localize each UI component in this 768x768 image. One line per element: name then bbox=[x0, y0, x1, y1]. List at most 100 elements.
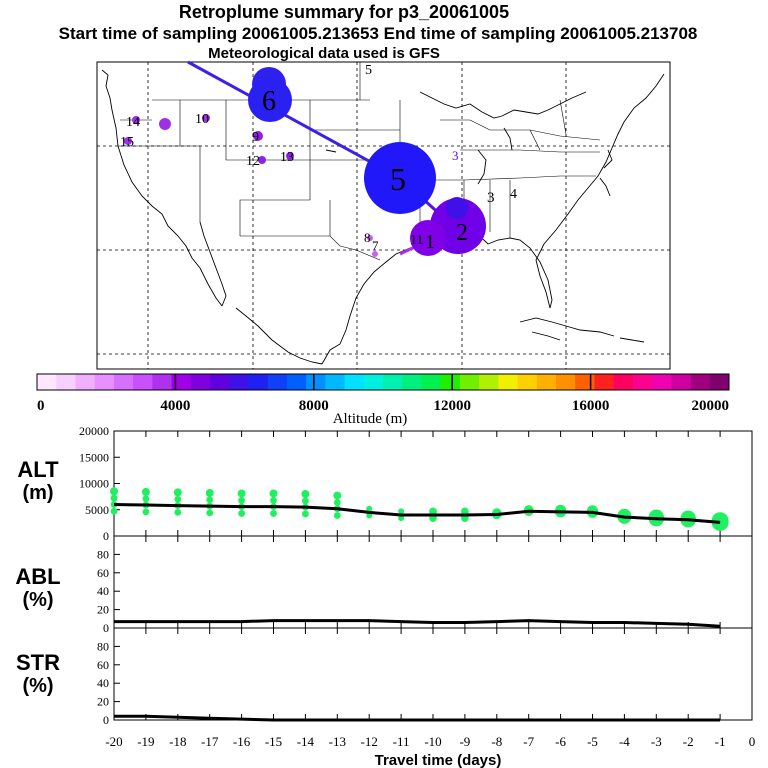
colorbar-cell bbox=[94, 374, 115, 390]
colorbar-tick-label: 4000 bbox=[160, 398, 190, 414]
alt-dot bbox=[269, 489, 278, 498]
colorbar-cell bbox=[690, 374, 711, 390]
map-label-3: 3 bbox=[487, 190, 495, 206]
colorbar-cell bbox=[402, 374, 422, 390]
plume-bubble-15 bbox=[124, 137, 132, 145]
colorbar-tick-label: 12000 bbox=[433, 398, 471, 414]
colorbar-cell bbox=[286, 374, 307, 390]
x-tick-label: -16 bbox=[233, 734, 251, 749]
map-label-2: 2 bbox=[456, 220, 468, 246]
map-label-top: 5 bbox=[365, 63, 372, 78]
x-tick-label: -15 bbox=[265, 734, 282, 749]
y-tick-label: 60 bbox=[97, 566, 109, 580]
colorbar-cell bbox=[75, 374, 96, 390]
alt-panel-unit: (m) bbox=[22, 482, 53, 504]
alt-dot bbox=[302, 510, 309, 518]
map-frame bbox=[96, 61, 671, 370]
colorbar-cell bbox=[229, 374, 249, 390]
alt-dot bbox=[142, 508, 150, 516]
colorbar-cell bbox=[575, 374, 595, 390]
plume-bubble-13 bbox=[286, 152, 294, 160]
abl-series-line bbox=[114, 619, 721, 628]
colorbar-cell bbox=[363, 374, 384, 390]
alt-dot bbox=[174, 508, 182, 516]
colorbar-cell bbox=[133, 374, 153, 390]
alt-dot bbox=[205, 488, 214, 497]
alt-dot bbox=[302, 497, 309, 505]
series-lines bbox=[113, 503, 721, 722]
colorbar-tick-label: 20000 bbox=[692, 398, 730, 414]
alt-series-line bbox=[113, 503, 721, 524]
y-tick-label: 0 bbox=[103, 713, 109, 727]
colorbar-cell bbox=[344, 374, 365, 390]
x-tick-label: -1 bbox=[715, 734, 726, 749]
colorbar-cell bbox=[267, 374, 288, 390]
trajectory-segment-north bbox=[187, 60, 401, 180]
alt-dots bbox=[110, 487, 729, 531]
alt-dot bbox=[238, 510, 246, 517]
colorbar-cell bbox=[152, 374, 173, 390]
colorbar-cell bbox=[517, 374, 538, 390]
alt-panel-label: ALT bbox=[17, 457, 59, 482]
alt-dot bbox=[333, 491, 342, 500]
x-tick-label: -18 bbox=[169, 734, 186, 749]
colorbar-cell bbox=[248, 374, 269, 390]
y-tick-label: 20 bbox=[97, 603, 109, 617]
alt-dot bbox=[142, 495, 150, 503]
map-label-5: 5 bbox=[390, 161, 406, 197]
time-series-panels: ALT (m) ABL (%) STR (%) 0 5000 10000 15000 2… bbox=[15, 424, 755, 768]
colorbar-cell bbox=[479, 374, 499, 390]
plume-bubble-8 bbox=[367, 235, 373, 241]
sampling-times: Start time of sampling 20061005.213653 E… bbox=[58, 24, 698, 43]
plume-bubble-9 bbox=[253, 131, 263, 141]
y-tick-label: 10000 bbox=[79, 477, 109, 491]
colorbar-cell bbox=[709, 374, 730, 390]
x-tick-label: -5 bbox=[587, 734, 598, 749]
alt-dot bbox=[333, 512, 341, 519]
colorbar-cell bbox=[190, 374, 211, 390]
colorbar-cell bbox=[210, 374, 230, 390]
chart-title: Retroplume summary for p3_20061005 bbox=[178, 2, 510, 22]
map-label-1: 1 bbox=[425, 231, 435, 253]
map-label-4: 4 bbox=[510, 187, 517, 202]
map-panel: 1 2 3 4 5 6 7 8 9 10 11 12 13 14 15 5 3 bbox=[96, 60, 671, 370]
alt-dot bbox=[238, 496, 246, 504]
map-label-15: 15 bbox=[120, 135, 134, 150]
alt-y-ticks: 0 5000 10000 15000 20000 bbox=[79, 424, 120, 543]
plume-bubble-11 bbox=[159, 118, 171, 130]
y-tick-label: 0 bbox=[103, 529, 109, 543]
x-axis-label: Travel time (days) bbox=[375, 752, 502, 768]
map-label-upper-3: 3 bbox=[452, 148, 459, 163]
plume-bubble-7 bbox=[372, 251, 378, 257]
alt-dot bbox=[141, 487, 150, 496]
alt-dot bbox=[110, 487, 118, 496]
met-data-note: Meteorological data used is GFS bbox=[208, 45, 440, 62]
colorbar-tick-label: 0 bbox=[37, 398, 45, 414]
y-tick-label: 60 bbox=[97, 658, 109, 672]
plume-bubble-10 bbox=[202, 114, 210, 122]
alt-dot bbox=[174, 495, 182, 503]
colorbar-cell bbox=[113, 374, 134, 390]
plume-bubble-12 bbox=[258, 156, 266, 164]
colorbar-cell bbox=[652, 374, 672, 390]
colorbar-cell bbox=[459, 374, 480, 390]
alt-dot bbox=[270, 510, 277, 517]
colorbar-cell bbox=[556, 374, 576, 390]
alt-dot bbox=[173, 488, 182, 497]
colorbar-cell bbox=[56, 374, 76, 390]
x-tick-label: -4 bbox=[619, 734, 630, 749]
x-tick-label: -13 bbox=[329, 734, 346, 749]
map-label-10: 10 bbox=[195, 112, 209, 127]
str-panel-label: STR bbox=[16, 650, 60, 675]
map-label-6: 6 bbox=[262, 86, 276, 117]
colorbar-cell bbox=[325, 374, 346, 390]
plume-bubble-1 bbox=[410, 220, 446, 256]
y-tick-label: 40 bbox=[97, 584, 109, 598]
plume-bubble-14 bbox=[132, 116, 140, 124]
alt-dot bbox=[366, 512, 373, 519]
colorbar-cell bbox=[594, 374, 615, 390]
colorbar-cell bbox=[383, 374, 403, 390]
alt-dot bbox=[333, 499, 341, 506]
str-y-ticks: 0 20 40 60 80 bbox=[97, 639, 120, 727]
